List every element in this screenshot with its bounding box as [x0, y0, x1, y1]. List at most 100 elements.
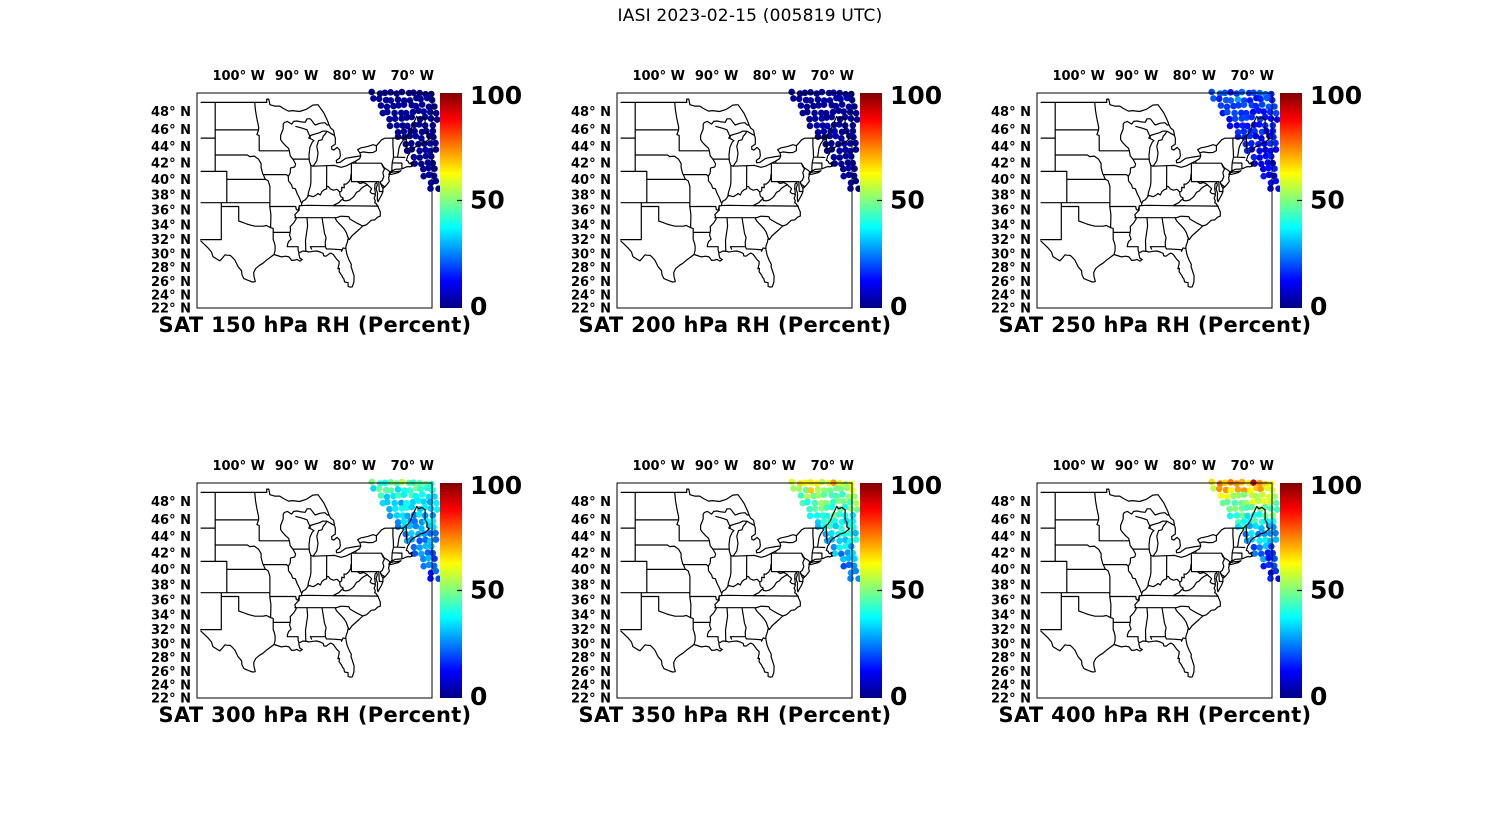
lat-axis-labels: 48° N 46° N 44° N 42° N40° N38° N36° N34° N…: [151, 105, 191, 317]
svg-text:24° N: 24° N: [991, 288, 1031, 303]
svg-text:46° N: 46° N: [991, 513, 1031, 528]
svg-text:32° N: 32° N: [151, 233, 191, 248]
rh-swath-dots: [788, 88, 862, 192]
lon-axis-labels: 100° W 90° W 80° W 70° W: [212, 459, 434, 474]
svg-text:80° W: 80° W: [333, 69, 376, 84]
svg-text:100° W: 100° W: [632, 459, 685, 474]
svg-text:24° N: 24° N: [151, 678, 191, 693]
svg-text:28° N: 28° N: [151, 261, 191, 276]
colorbar-tick-0: 0: [1310, 682, 1327, 711]
panel-title-200: SAT 200 hPa RH (Percent): [578, 313, 892, 337]
colorbar-tick-100: 100: [890, 471, 942, 500]
svg-text:70° W: 70° W: [1231, 69, 1274, 84]
svg-text:36° N: 36° N: [991, 594, 1031, 609]
svg-text:34° N: 34° N: [571, 219, 611, 234]
svg-text:34° N: 34° N: [151, 219, 191, 234]
svg-text:44° N: 44° N: [151, 140, 191, 155]
us-state-boundaries: [1040, 98, 1270, 288]
svg-text:80° W: 80° W: [1173, 459, 1216, 474]
colorbar-tick-50: 50: [470, 186, 505, 215]
svg-text:24° N: 24° N: [991, 678, 1031, 693]
colorbar: 100 50 0: [440, 471, 522, 711]
svg-text:38° N: 38° N: [151, 189, 191, 204]
svg-text:22° N: 22° N: [991, 302, 1031, 317]
lon-axis-labels: 100° W 90° W 80° W 70° W: [1052, 69, 1274, 84]
svg-text:28° N: 28° N: [571, 261, 611, 276]
svg-text:26° N: 26° N: [571, 665, 611, 680]
svg-text:38° N: 38° N: [571, 189, 611, 204]
svg-text:46° N: 46° N: [571, 513, 611, 528]
svg-text:44° N: 44° N: [991, 140, 1031, 155]
colorbar-tick-0: 0: [1310, 292, 1327, 321]
us-state-boundaries: [620, 98, 850, 288]
colorbar: 100 50 0: [440, 81, 522, 321]
panel-title-150: SAT 150 hPa RH (Percent): [158, 313, 472, 337]
svg-text:30° N: 30° N: [991, 247, 1031, 262]
svg-text:70° W: 70° W: [391, 459, 434, 474]
panel-canvas-350: 100° W 90° W 80° W 70° W 48° N 46° N 44° N 42°…: [571, 459, 942, 711]
svg-text:32° N: 32° N: [571, 623, 611, 638]
svg-text:38° N: 38° N: [571, 579, 611, 594]
panel-sat-150-hpa: 100° W 90° W 80° W 70° W 48° N 46° N 44° N 42°…: [135, 60, 535, 360]
svg-text:40° N: 40° N: [991, 563, 1031, 578]
colorbar: 100 50 0: [860, 471, 942, 711]
svg-text:40° N: 40° N: [151, 173, 191, 188]
svg-text:26° N: 26° N: [151, 665, 191, 680]
lat-axis-labels: 48° N 46° N 44° N 42° N40° N38° N36° N34° N…: [151, 495, 191, 707]
svg-text:48° N: 48° N: [571, 495, 611, 510]
colorbar-tick-100: 100: [470, 471, 522, 500]
svg-text:42° N: 42° N: [571, 547, 611, 562]
svg-text:26° N: 26° N: [991, 665, 1031, 680]
svg-text:90° W: 90° W: [1115, 459, 1158, 474]
svg-text:90° W: 90° W: [1115, 69, 1158, 84]
svg-text:80° W: 80° W: [333, 459, 376, 474]
svg-text:90° W: 90° W: [695, 459, 738, 474]
svg-text:80° W: 80° W: [753, 459, 796, 474]
us-state-boundaries: [620, 488, 850, 678]
colorbar-tick-50: 50: [890, 186, 925, 215]
svg-text:22° N: 22° N: [151, 302, 191, 317]
rh-swath-dots: [368, 88, 442, 192]
panel-canvas-300: 100° W 90° W 80° W 70° W 48° N 46° N 44° N 42°…: [151, 459, 522, 711]
svg-text:34° N: 34° N: [991, 219, 1031, 234]
svg-text:42° N: 42° N: [151, 547, 191, 562]
panel-title-350: SAT 350 hPa RH (Percent): [578, 703, 892, 727]
svg-text:26° N: 26° N: [991, 275, 1031, 290]
svg-text:28° N: 28° N: [991, 651, 1031, 666]
rh-swath-dots: [1208, 88, 1282, 192]
svg-text:28° N: 28° N: [991, 261, 1031, 276]
panel-title-250: SAT 250 hPa RH (Percent): [998, 313, 1312, 337]
svg-text:34° N: 34° N: [151, 609, 191, 624]
lon-axis-labels: 100° W 90° W 80° W 70° W: [632, 69, 854, 84]
svg-text:90° W: 90° W: [695, 69, 738, 84]
svg-text:36° N: 36° N: [571, 594, 611, 609]
svg-text:22° N: 22° N: [571, 692, 611, 707]
us-state-boundaries: [1040, 488, 1270, 678]
rh-swath-dots: [368, 478, 442, 582]
svg-text:90° W: 90° W: [275, 69, 318, 84]
svg-text:30° N: 30° N: [571, 637, 611, 652]
figure-title: IASI 2023-02-15 (005819 UTC): [617, 6, 883, 26]
panel-title-400: SAT 400 hPa RH (Percent): [998, 703, 1312, 727]
svg-text:46° N: 46° N: [151, 513, 191, 528]
panel-canvas-200: 100° W 90° W 80° W 70° W 48° N 46° N 44° N 42°…: [571, 69, 942, 321]
map-frame: [616, 482, 853, 699]
svg-text:28° N: 28° N: [151, 651, 191, 666]
svg-text:26° N: 26° N: [151, 275, 191, 290]
lon-axis-labels: 100° W 90° W 80° W 70° W: [632, 459, 854, 474]
panel-canvas-150: 100° W 90° W 80° W 70° W 48° N 46° N 44° N 42°…: [151, 69, 522, 321]
svg-text:48° N: 48° N: [151, 495, 191, 510]
svg-text:26° N: 26° N: [571, 275, 611, 290]
svg-text:42° N: 42° N: [151, 157, 191, 172]
svg-text:36° N: 36° N: [571, 204, 611, 219]
svg-text:42° N: 42° N: [991, 157, 1031, 172]
panel-title-300: SAT 300 hPa RH (Percent): [158, 703, 472, 727]
colorbar-tick-0: 0: [890, 682, 907, 711]
colorbar-tick-0: 0: [470, 682, 487, 711]
svg-text:30° N: 30° N: [991, 637, 1031, 652]
svg-text:90° W: 90° W: [275, 459, 318, 474]
svg-text:36° N: 36° N: [991, 204, 1031, 219]
svg-text:32° N: 32° N: [151, 623, 191, 638]
lon-axis-labels: 100° W 90° W 80° W 70° W: [212, 69, 434, 84]
